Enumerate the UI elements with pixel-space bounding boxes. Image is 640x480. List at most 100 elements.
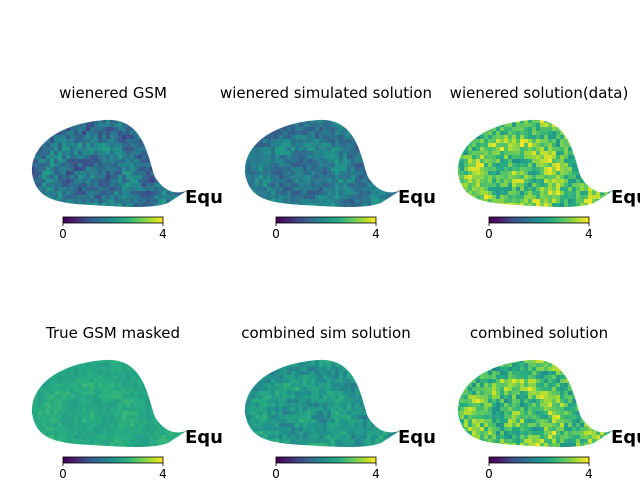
- map-pixel: [367, 435, 371, 439]
- map-pixel: [299, 127, 303, 131]
- map-pixel: [375, 387, 379, 391]
- map-pixel: [251, 151, 255, 155]
- map-pixel: [568, 143, 572, 147]
- map-pixel: [154, 163, 158, 167]
- map-pixel: [142, 115, 146, 119]
- map-pixel: [154, 403, 158, 407]
- map-pixel: [399, 123, 401, 127]
- map-pixel: [395, 379, 399, 383]
- map-pixel: [540, 199, 544, 203]
- map-pixel: [592, 115, 596, 119]
- map-pixel: [70, 379, 74, 383]
- map-pixel: [363, 355, 367, 359]
- map-pixel: [138, 187, 142, 191]
- map-pixel: [54, 403, 58, 407]
- map-pixel: [190, 399, 194, 403]
- map-pixel: [166, 159, 170, 163]
- map-pixel: [58, 211, 62, 215]
- map-pixel: [387, 211, 391, 215]
- map-pixel: [146, 443, 150, 447]
- map-pixel: [520, 115, 524, 119]
- map-pixel: [359, 387, 363, 391]
- map-pixel: [319, 199, 323, 203]
- map-pixel: [42, 131, 46, 135]
- map-pixel: [186, 367, 188, 371]
- map-pixel: [307, 151, 311, 155]
- map-pixel: [283, 411, 287, 415]
- map-pixel: [279, 191, 283, 195]
- map-pixel: [303, 127, 307, 131]
- map-pixel: [496, 191, 500, 195]
- map-pixel: [291, 371, 295, 375]
- map-pixel: [335, 127, 339, 131]
- map-pixel: [532, 195, 536, 199]
- map-pixel: [391, 407, 395, 411]
- map-pixel: [576, 183, 580, 187]
- map-pixel: [367, 195, 371, 199]
- map-pixel: [74, 451, 78, 455]
- map-pixel: [524, 203, 528, 207]
- map-pixel: [110, 407, 114, 411]
- map-pixel: [34, 411, 38, 415]
- map-pixel: [379, 207, 383, 211]
- map-pixel: [544, 139, 548, 143]
- map-pixel: [174, 119, 178, 123]
- map-pixel: [335, 171, 339, 175]
- map-pixel: [255, 403, 259, 407]
- map-pixel: [584, 115, 588, 119]
- map-pixel: [363, 375, 367, 379]
- map-pixel: [283, 395, 287, 399]
- map-pixel: [126, 375, 130, 379]
- map-pixel: [46, 131, 50, 135]
- map-pixel: [488, 207, 492, 211]
- map-pixel: [50, 187, 54, 191]
- map-pixel: [271, 419, 275, 423]
- map-pixel: [54, 151, 58, 155]
- map-pixel: [359, 167, 363, 171]
- map-pixel: [383, 139, 387, 143]
- map-pixel: [34, 171, 38, 175]
- map-pixel: [504, 203, 508, 207]
- map-pixel: [544, 207, 548, 211]
- map-pixel: [38, 423, 42, 427]
- map-pixel: [251, 143, 255, 147]
- map-pixel: [315, 399, 319, 403]
- map-pixel: [50, 191, 54, 195]
- map-pixel: [170, 127, 174, 131]
- map-pixel: [126, 195, 130, 199]
- map-pixel: [259, 383, 263, 387]
- map-pixel: [584, 195, 588, 199]
- map-pixel: [154, 131, 158, 135]
- map-pixel: [251, 371, 255, 375]
- map-pixel: [311, 355, 315, 359]
- map-pixel: [38, 207, 42, 211]
- map-pixel: [110, 439, 114, 443]
- map-pixel: [255, 123, 259, 127]
- map-pixel: [291, 203, 295, 207]
- map-pixel: [58, 355, 62, 359]
- map-pixel: [311, 175, 315, 179]
- map-pixel: [592, 167, 596, 171]
- map-pixel: [347, 395, 351, 399]
- sky-map: [457, 115, 614, 215]
- map-pixel: [504, 191, 508, 195]
- map-pixel: [190, 127, 194, 131]
- map-pixel: [347, 371, 351, 375]
- map-pixel: [560, 211, 564, 215]
- map-pixel: [504, 167, 508, 171]
- map-pixel: [255, 407, 259, 411]
- map-pixel: [472, 139, 476, 143]
- map-pixel: [524, 199, 528, 203]
- map-pixel: [395, 387, 399, 391]
- map-pixel: [142, 355, 146, 359]
- map-pixel: [339, 211, 343, 215]
- map-pixel: [31, 163, 34, 167]
- map-pixel: [283, 379, 287, 383]
- map-pixel: [174, 159, 178, 163]
- map-pixel: [403, 415, 407, 419]
- map-pixel: [464, 187, 468, 191]
- map-pixel: [355, 127, 359, 131]
- map-pixel: [150, 191, 154, 195]
- map-pixel: [126, 203, 130, 207]
- map-pixel: [244, 151, 247, 155]
